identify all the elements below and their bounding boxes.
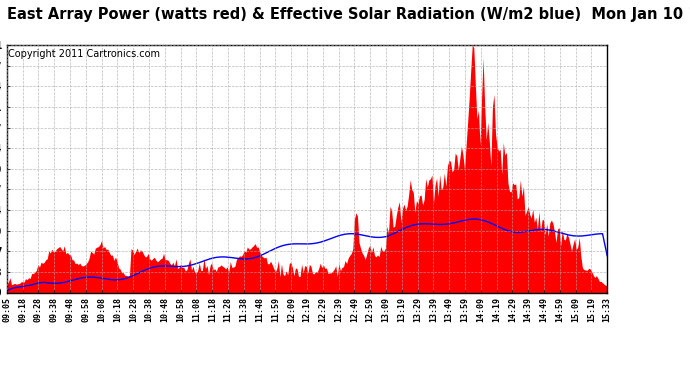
Text: Copyright 2011 Cartronics.com: Copyright 2011 Cartronics.com [8, 49, 160, 59]
Text: East Array Power (watts red) & Effective Solar Radiation (W/m2 blue)  Mon Jan 10: East Array Power (watts red) & Effective… [7, 8, 690, 22]
